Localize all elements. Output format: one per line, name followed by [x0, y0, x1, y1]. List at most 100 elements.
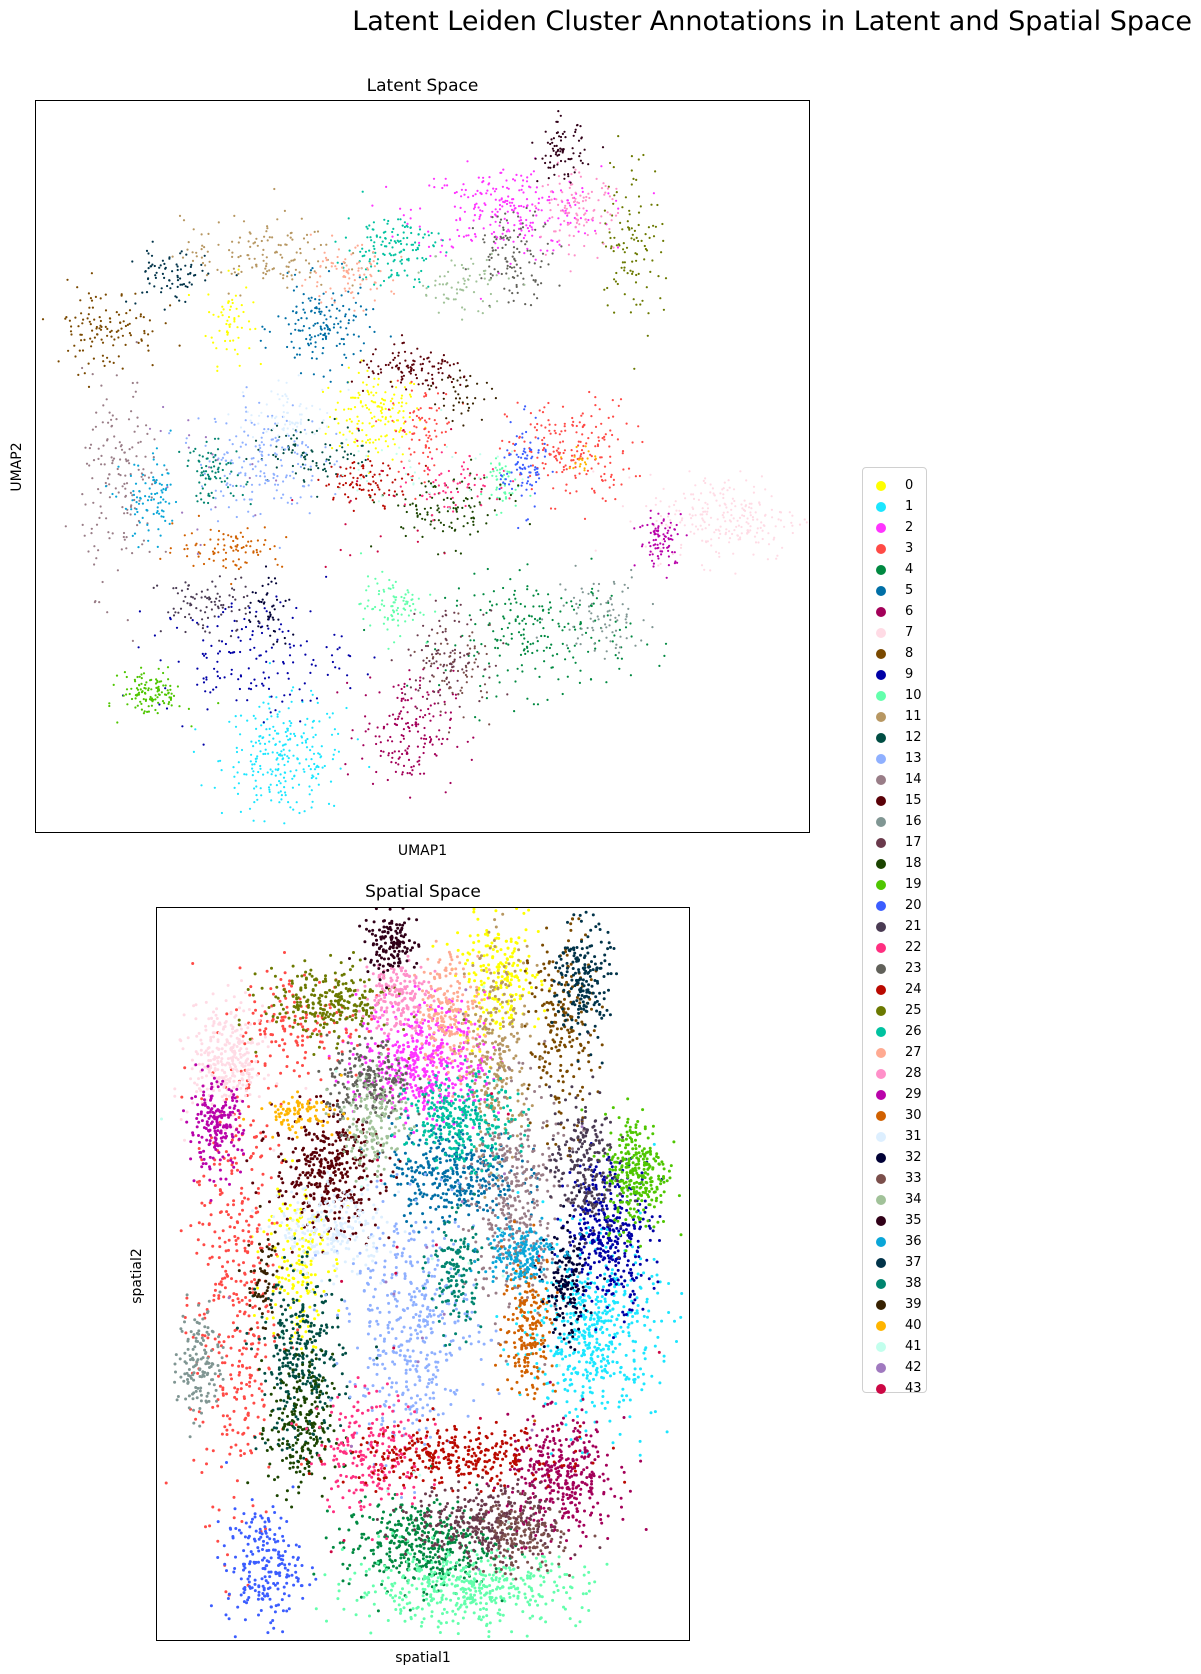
- point: [322, 346, 325, 350]
- point: [284, 730, 287, 734]
- point: [365, 406, 369, 409]
- point: [356, 262, 359, 265]
- point: [489, 193, 493, 196]
- point: [205, 676, 208, 679]
- point: [567, 622, 570, 625]
- point: [511, 292, 514, 295]
- point: [366, 673, 369, 676]
- point: [417, 689, 420, 692]
- point: [459, 603, 462, 606]
- point: [439, 714, 442, 717]
- point: [542, 627, 545, 630]
- point: [420, 369, 423, 372]
- point: [376, 582, 379, 585]
- point: [382, 403, 385, 406]
- point: [303, 770, 306, 773]
- point: [604, 499, 607, 503]
- point: [397, 401, 400, 404]
- point: [249, 601, 252, 604]
- point: [282, 415, 285, 418]
- point: [198, 454, 201, 457]
- point: [146, 499, 150, 502]
- point: [400, 460, 403, 463]
- point: [570, 193, 573, 196]
- point: [296, 425, 299, 428]
- point: [539, 621, 542, 624]
- point: [291, 238, 294, 241]
- point: [235, 750, 239, 754]
- point: [191, 596, 194, 599]
- point: [193, 597, 196, 600]
- point: [616, 657, 619, 660]
- point: [757, 541, 760, 544]
- point: [304, 444, 308, 447]
- point: [482, 227, 485, 230]
- point: [463, 279, 466, 282]
- point: [295, 606, 298, 610]
- point: [170, 704, 173, 707]
- point: [774, 525, 777, 528]
- point: [293, 423, 296, 426]
- point: [108, 704, 111, 708]
- point: [134, 302, 137, 305]
- point: [289, 474, 292, 477]
- point: [611, 399, 614, 402]
- point: [556, 131, 560, 134]
- point: [471, 227, 474, 230]
- point: [204, 690, 207, 693]
- point: [214, 585, 217, 588]
- point: [615, 244, 619, 247]
- point: [245, 483, 248, 486]
- point: [397, 750, 401, 753]
- point: [135, 687, 139, 690]
- point: [361, 255, 364, 258]
- point: [359, 401, 362, 404]
- point: [517, 455, 520, 459]
- point: [370, 360, 373, 363]
- point: [711, 487, 715, 490]
- point: [397, 354, 400, 357]
- point: [291, 464, 294, 468]
- point: [362, 464, 365, 467]
- point: [378, 473, 381, 476]
- point: [544, 462, 547, 466]
- point: [268, 695, 271, 699]
- point: [502, 228, 505, 231]
- point: [592, 470, 595, 473]
- point: [313, 311, 316, 314]
- point: [439, 663, 442, 666]
- point: [308, 334, 311, 337]
- point: [519, 216, 522, 219]
- point: [104, 481, 107, 485]
- point: [452, 510, 455, 513]
- point: [746, 529, 750, 532]
- point: [472, 639, 476, 642]
- point: [282, 274, 285, 277]
- point: [549, 432, 552, 435]
- point: [517, 215, 520, 218]
- point: [563, 177, 566, 180]
- point: [405, 751, 409, 754]
- point: [287, 270, 290, 273]
- point: [434, 241, 437, 244]
- point: [96, 333, 99, 336]
- point: [265, 610, 268, 613]
- point: [396, 274, 399, 277]
- point: [169, 547, 172, 550]
- point: [624, 618, 627, 621]
- point: [525, 240, 528, 243]
- point: [506, 449, 509, 452]
- point: [178, 344, 181, 347]
- point: [286, 411, 289, 414]
- point: [483, 202, 486, 205]
- point: [287, 265, 290, 268]
- point: [501, 499, 504, 502]
- point: [253, 678, 256, 681]
- point: [166, 483, 169, 487]
- point: [299, 421, 302, 424]
- point: [254, 717, 257, 720]
- point: [474, 235, 477, 238]
- point: [576, 214, 579, 217]
- point: [476, 189, 479, 192]
- point: [119, 474, 122, 477]
